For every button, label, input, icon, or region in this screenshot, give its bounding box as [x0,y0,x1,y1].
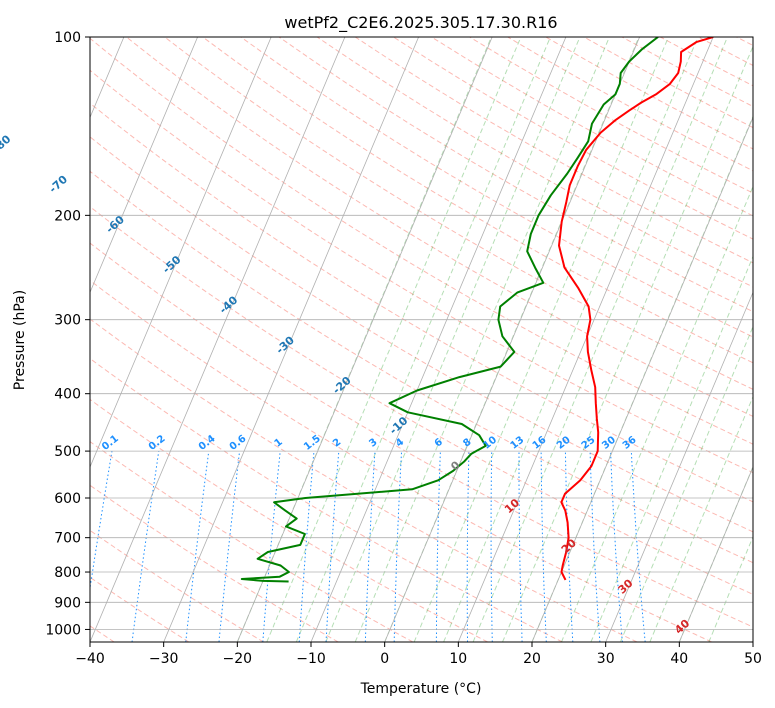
dry-adiabat [90,357,563,642]
grid-lines [90,37,753,642]
series-layer [240,37,714,583]
dry-adiabat [316,37,753,288]
dry-adiabat [90,529,264,642]
y-tick-label: 900 [54,595,81,611]
y-tick-label: 500 [54,444,81,460]
isotherm-line [531,116,753,642]
x-axis-label: Temperature (°C) [360,681,482,697]
isotherm-line [678,466,753,642]
y-tick-label: 400 [54,387,81,403]
x-tick-label: −30 [149,651,179,667]
y-tick-label: 700 [54,531,81,547]
x-tick-label: 20 [523,651,541,667]
isotherm-line [457,37,714,642]
moist-adiabat [443,37,699,642]
dry-adiabat [90,242,753,628]
dry-adiabat [90,102,753,503]
mixing-ratio-line [90,451,113,592]
moist-adiabat [561,185,753,642]
y-tick-label: 800 [54,565,81,581]
mixing-ratio-line [218,451,241,642]
dry-adiabat [90,69,753,474]
dry-adiabat [240,37,753,338]
x-tick-label: 10 [449,651,467,667]
isotherm-line [605,291,753,642]
x-tick-label: −40 [75,651,105,667]
y-axis: 100 200 300 400 500 600 700 800 900 1000 [45,30,90,638]
dry-adiabat [202,37,753,364]
y-tick-label: 1000 [45,622,81,638]
y-tick-label: 100 [54,30,81,46]
dry-adiabat [90,170,753,564]
mixing-ratio-line [262,451,281,642]
x-tick-label: −10 [296,651,326,667]
chart-title: wetPf2_C2E6.2025.305.17.30.R16 [284,13,557,33]
x-tick-label: 40 [670,651,688,667]
dry-adiabat [90,318,638,642]
dry-adiabat [90,398,488,642]
moist-adiabat [413,37,669,642]
dry-adiabat [90,484,339,642]
moist-adiabat [590,255,753,642]
y-axis-label: Pressure (hPa) [12,290,28,390]
moist-adiabat [325,37,581,642]
dewpoint-line [240,37,659,583]
isotherm-line [90,37,198,294]
x-tick-label: 50 [744,651,762,667]
moist-adiabat [619,325,753,642]
isotherm-line [90,37,272,469]
isotherm-line [163,37,419,642]
moist-adiabat [266,37,522,642]
x-tick-label: 30 [597,651,615,667]
moist-adiabat [295,37,551,642]
dry-adiabat [90,206,753,595]
x-axis: −40 −30 −20 −10 0 10 20 30 40 50 [75,642,762,667]
dry-adiabat [90,136,753,533]
dry-adiabat [90,279,712,642]
y-tick-label: 200 [54,208,81,224]
mixing-ratio-line [298,451,315,642]
dry-adiabat [90,37,753,445]
moist-adiabat [502,45,753,642]
dry-adiabat [278,37,753,313]
temperature-line [558,37,714,581]
y-tick-label: 600 [54,491,81,507]
moist-adiabat [472,37,728,642]
isotherm-line [310,37,567,642]
plot-frame [89,36,754,643]
plot-area [90,37,753,642]
mixing-ratio-line [185,451,210,642]
mixing-ratio-line [630,451,646,642]
x-tick-label: 0 [380,651,389,667]
moist-adiabat [649,395,753,642]
isotherm-line [236,37,493,642]
y-tick-label: 300 [54,313,81,329]
x-tick-label: −20 [223,651,253,667]
isotherm-line [90,37,346,642]
